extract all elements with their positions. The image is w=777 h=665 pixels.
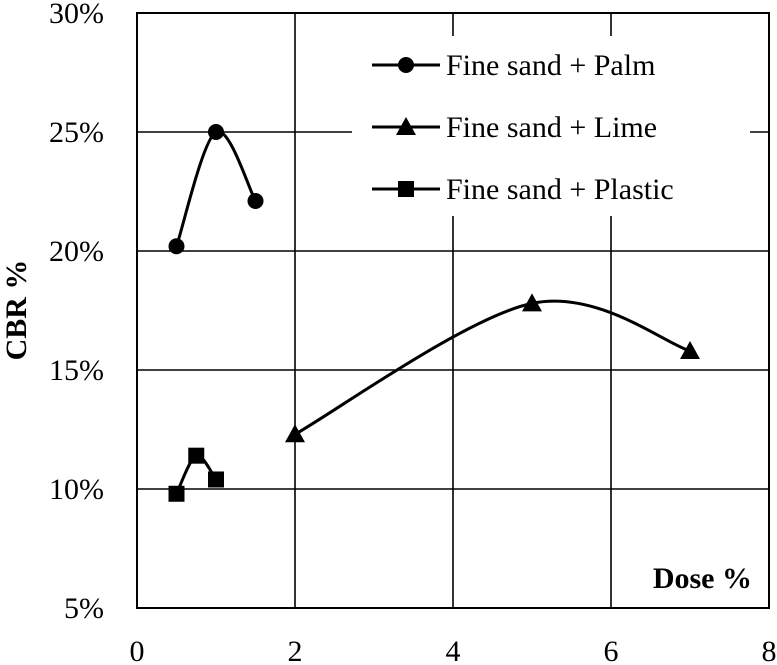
series-square <box>168 447 224 502</box>
data-point-circle <box>208 124 224 140</box>
legend-label: Fine sand + Plastic <box>446 173 674 206</box>
y-tick-label: 30% <box>49 0 104 30</box>
plot-frame <box>136 12 770 609</box>
y-axis-title: CBR % <box>0 260 33 361</box>
series-layer <box>168 124 700 502</box>
legend: Fine sand + Palm Fine sand + Lime Fine san… <box>352 36 750 216</box>
legend-item: Fine sand + Palm <box>372 49 655 82</box>
legend-marker-circle <box>398 57 414 73</box>
data-point-square <box>208 471 224 488</box>
series-circle <box>168 124 264 255</box>
x-axis-title: Dose % <box>653 562 752 595</box>
x-tick-label: 6 <box>604 635 619 665</box>
y-tick-label: 25% <box>49 116 104 149</box>
data-point-square <box>168 485 185 502</box>
y-tick-label: 5% <box>64 592 104 625</box>
x-tick-label: 2 <box>288 635 303 665</box>
legend-marker-square <box>398 181 414 197</box>
legend-label: Fine sand + Lime <box>446 111 657 144</box>
data-point-triangle <box>522 293 542 312</box>
data-point-circle <box>247 193 264 210</box>
data-point-triangle <box>680 340 700 359</box>
data-point-triangle <box>285 424 305 443</box>
x-tick-label: 8 <box>762 635 777 665</box>
series-line <box>294 299 691 436</box>
y-tick-label: 10% <box>49 473 104 506</box>
x-tick-label: 4 <box>446 635 461 665</box>
data-point-circle <box>168 238 185 255</box>
tick-labels: 0 2 4 6 8 5% 10% 15% 20% 25% 30% <box>49 0 777 665</box>
x-tick-label: 0 <box>130 635 145 665</box>
series-line <box>175 130 257 247</box>
legend-marker-triangle <box>396 117 416 135</box>
y-tick-label: 15% <box>49 354 104 387</box>
legend-item: Fine sand + Lime <box>372 111 657 144</box>
series-triangle <box>285 293 700 443</box>
data-point-square <box>188 447 205 464</box>
y-tick-label: 20% <box>49 235 104 268</box>
legend-label: Fine sand + Palm <box>446 49 655 82</box>
legend-item: Fine sand + Plastic <box>372 173 674 206</box>
